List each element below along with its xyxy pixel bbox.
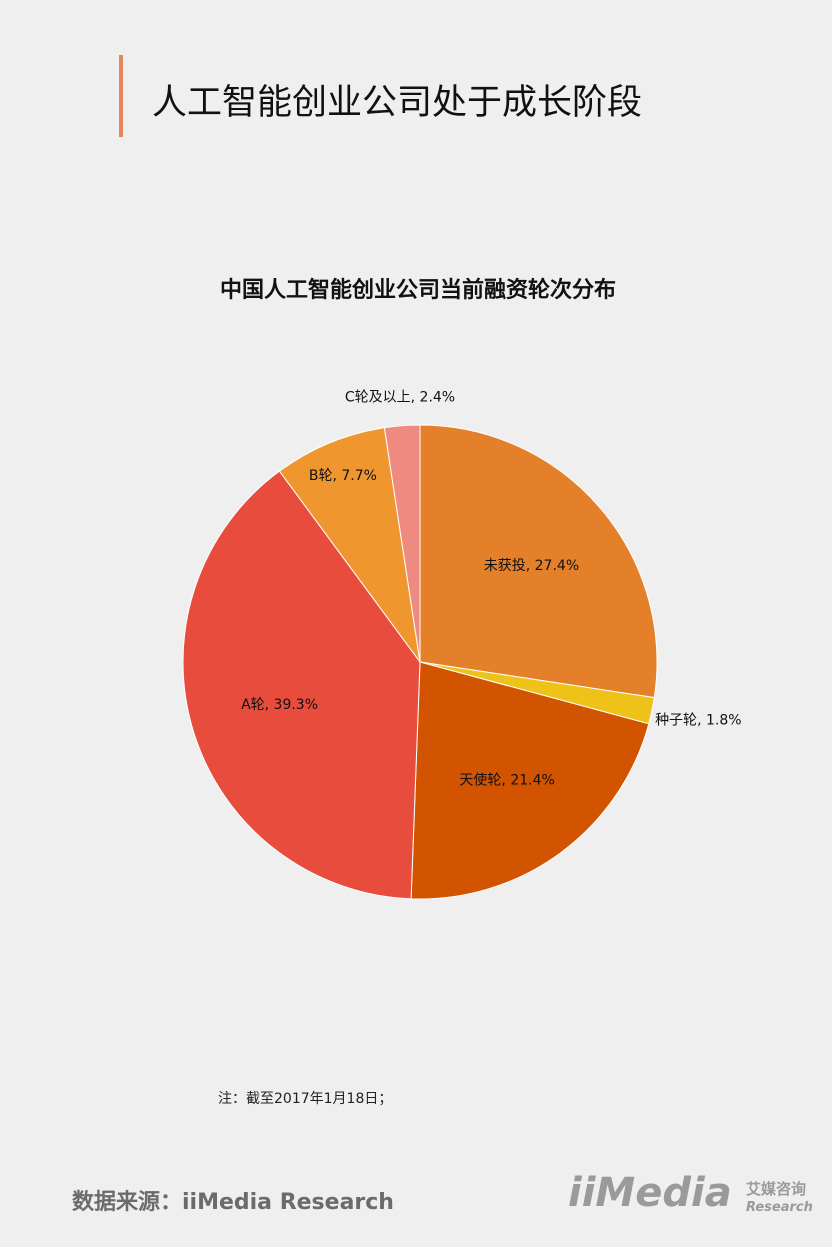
source: 数据来源：iiMedia Research [72,1190,394,1215]
logo-cn: 艾媒咨询 [746,1180,807,1198]
logo-name: iiMedia [568,1170,732,1216]
label-value: 27.4% [535,558,579,574]
logo: iiMedia 艾媒咨询 Research [568,1170,813,1216]
label-separator: , [265,697,274,713]
pie-slice [383,424,421,663]
pie-slice [419,424,658,699]
label-value: 7.7% [341,468,377,484]
label-category: 天使轮 [459,771,501,788]
pie-slice [182,470,421,900]
logo-en: Research [746,1200,813,1215]
label-separator: , [332,468,341,484]
label-category: A轮 [241,697,265,713]
data-label: A轮, 39.3% [241,697,318,713]
label-separator: , [501,772,510,788]
label-value: 21.4% [510,772,554,788]
chart-title: 中国人工智能创业公司当前融资轮次分布 [220,277,616,303]
data-label: 种子轮, 1.8% [655,713,741,729]
label-category: C轮及以上 [345,389,411,405]
data-label: B轮, 7.7% [309,468,377,484]
label-separator: , [411,389,420,405]
headline: 人工智能创业公司处于成长阶段 [152,83,643,123]
data-label: 未获投, 27.4% [484,558,579,574]
footnote: 注：截至2017年1月18日； [218,1091,393,1107]
label-value: 39.3% [274,697,318,713]
accent-bar [119,55,123,137]
data-label: C轮及以上, 2.4% [345,389,455,405]
pie-slice [410,661,650,900]
data-label: 天使轮, 21.4% [459,771,554,788]
label-category: 种子轮 [655,713,697,729]
label-value: 2.4% [420,389,456,405]
label-separator: , [526,558,535,574]
label-category: 未获投 [484,558,526,574]
label-value: 1.8% [706,713,742,729]
label-separator: , [697,713,706,729]
label-category: B轮 [309,468,333,484]
pie-slice [278,427,421,663]
